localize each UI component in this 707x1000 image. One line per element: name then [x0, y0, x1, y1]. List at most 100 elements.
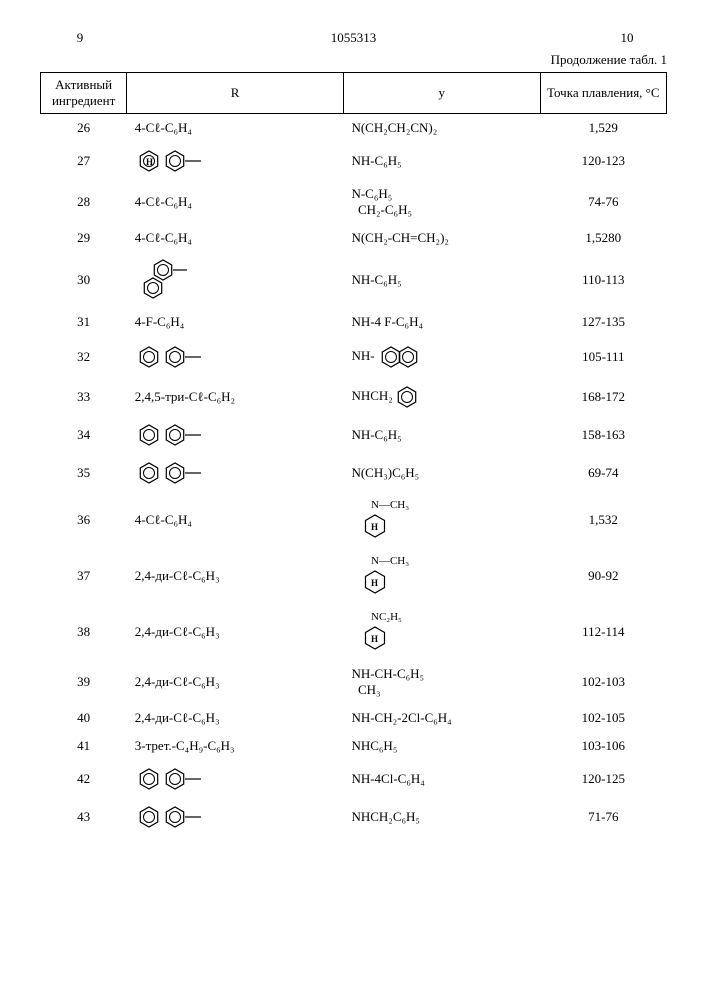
- col-header-mp: Точка плавления, °C: [540, 73, 666, 114]
- cell-melting-point: 1,5280: [540, 224, 666, 252]
- data-table: Активный ингредиент R y Точка плавления,…: [40, 72, 667, 836]
- table-row: 43 NHCH₂C₆H₅71-76: [41, 798, 667, 836]
- cell-y: N(CH₂-CH=CH₂)₂: [343, 224, 540, 252]
- table-row: 372,4-ди-Cℓ-C₆H₃ N—CH₃ H 90-92: [41, 548, 667, 604]
- svg-text:NC₂H₅: NC₂H₅: [371, 611, 402, 623]
- cell-y: NC₂H₅ H: [343, 604, 540, 660]
- cell-melting-point: 158-163: [540, 416, 666, 454]
- cell-ingredient-idx: 34: [41, 416, 127, 454]
- svg-text:H: H: [371, 578, 378, 588]
- cell-melting-point: 168-172: [540, 378, 666, 416]
- cell-y: NH-C₆H₅: [343, 142, 540, 180]
- cell-ingredient-idx: 38: [41, 604, 127, 660]
- table-row: 382,4-ди-Cℓ-C₆H₃ NC₂H₅ H 112-114: [41, 604, 667, 660]
- cell-r: [127, 252, 344, 308]
- col-header-ingredient: Активный ингредиент: [41, 73, 127, 114]
- cell-melting-point: 1,532: [540, 492, 666, 548]
- cell-ingredient-idx: 32: [41, 336, 127, 378]
- cell-r: 2,4-ди-Cℓ-C₆H₃: [127, 604, 344, 660]
- cell-melting-point: 102-103: [540, 660, 666, 704]
- cell-ingredient-idx: 39: [41, 660, 127, 704]
- page-center-num: 1055313: [314, 30, 394, 46]
- table-row: 392,4-ди-Cℓ-C₆H₃NH-CH-C₆H₅ CH₃102-103: [41, 660, 667, 704]
- table-row: 34 NH-C₆H₅158-163: [41, 416, 667, 454]
- table-row: 264-Cℓ-C₆H₄N(CH₂CH₂CN)₂1,529: [41, 114, 667, 143]
- cell-ingredient-idx: 37: [41, 548, 127, 604]
- table-row: 284-Cℓ-C₆H₄N-C₆H₅ CH₂-C₆H₅74-76: [41, 180, 667, 224]
- cell-ingredient-idx: 43: [41, 798, 127, 836]
- col-header-y: y: [343, 73, 540, 114]
- cell-ingredient-idx: 26: [41, 114, 127, 143]
- cell-r: [127, 760, 344, 798]
- cell-melting-point: 110-113: [540, 252, 666, 308]
- cell-r: 4-Cℓ-C₆H₄: [127, 224, 344, 252]
- cell-y: NHC₆H₅: [343, 732, 540, 760]
- cell-melting-point: 103-106: [540, 732, 666, 760]
- table-row: 402,4-ди-Cℓ-C₆H₃NH-CH₂-2Cl-C₆H₄102-105: [41, 704, 667, 732]
- table-row: 32NH-105-111: [41, 336, 667, 378]
- cell-r: 2,4-ди-Cℓ-C₆H₃: [127, 704, 344, 732]
- cell-melting-point: 69-74: [540, 454, 666, 492]
- page-left-num: 9: [40, 30, 120, 46]
- cell-ingredient-idx: 33: [41, 378, 127, 416]
- cell-y: NH-C₆H₅: [343, 416, 540, 454]
- cell-y: N(CH₃)C₆H₅: [343, 454, 540, 492]
- cell-y: NH-: [343, 336, 540, 378]
- svg-text:H: H: [146, 157, 153, 167]
- cell-ingredient-idx: 27: [41, 142, 127, 180]
- cell-r: 2,4,5-три-Cℓ-C₆H₂: [127, 378, 344, 416]
- table-row: 364-Cℓ-C₆H₄ N—CH₃ H 1,532: [41, 492, 667, 548]
- table-row: 413-трет.-C₄H₉-C₆H₃NHC₆H₅103-106: [41, 732, 667, 760]
- table-row: 314-F-C₆H₄NH-4 F-C₆H₄127-135: [41, 308, 667, 336]
- cell-ingredient-idx: 29: [41, 224, 127, 252]
- col-header-r: R: [127, 73, 344, 114]
- cell-y: N(CH₂CH₂CN)₂: [343, 114, 540, 143]
- cell-r: 4-Cℓ-C₆H₄: [127, 114, 344, 143]
- cell-melting-point: 102-105: [540, 704, 666, 732]
- cell-ingredient-idx: 30: [41, 252, 127, 308]
- cell-y: NHCH₂: [343, 378, 540, 416]
- cell-ingredient-idx: 42: [41, 760, 127, 798]
- svg-text:N—CH₃: N—CH₃: [371, 555, 409, 567]
- continuation-label: Продолжение табл. 1: [40, 52, 667, 68]
- cell-ingredient-idx: 35: [41, 454, 127, 492]
- table-row: 42 NH-4Cl-C₆H₄120-125: [41, 760, 667, 798]
- cell-r: 2,4-ди-Cℓ-C₆H₃: [127, 548, 344, 604]
- cell-y: NH-4 F-C₆H₄: [343, 308, 540, 336]
- cell-r: [127, 336, 344, 378]
- cell-melting-point: 71-76: [540, 798, 666, 836]
- cell-r: [127, 798, 344, 836]
- cell-y: NHCH₂C₆H₅: [343, 798, 540, 836]
- cell-y: N-C₆H₅ CH₂-C₆H₅: [343, 180, 540, 224]
- svg-text:H: H: [371, 522, 378, 532]
- svg-text:N—CH₃: N—CH₃: [371, 499, 409, 511]
- table-row: 35 N(CH₃)C₆H₅69-74: [41, 454, 667, 492]
- cell-melting-point: 120-123: [540, 142, 666, 180]
- page-header: 9 1055313 10: [40, 30, 667, 46]
- cell-r: 3-трет.-C₄H₉-C₆H₃: [127, 732, 344, 760]
- cell-ingredient-idx: 36: [41, 492, 127, 548]
- svg-text:H: H: [371, 634, 378, 644]
- cell-ingredient-idx: 41: [41, 732, 127, 760]
- table-header-row: Активный ингредиент R y Точка плавления,…: [41, 73, 667, 114]
- cell-y: NH-C₆H₅: [343, 252, 540, 308]
- cell-y: NH-4Cl-C₆H₄: [343, 760, 540, 798]
- cell-ingredient-idx: 28: [41, 180, 127, 224]
- cell-ingredient-idx: 40: [41, 704, 127, 732]
- cell-melting-point: 120-125: [540, 760, 666, 798]
- page-right-num: 10: [587, 30, 667, 46]
- cell-r: [127, 454, 344, 492]
- cell-y: NH-CH-C₆H₅ CH₃: [343, 660, 540, 704]
- cell-y: N—CH₃ H: [343, 548, 540, 604]
- cell-y: N—CH₃ H: [343, 492, 540, 548]
- cell-r: [127, 416, 344, 454]
- cell-melting-point: 112-114: [540, 604, 666, 660]
- cell-melting-point: 90-92: [540, 548, 666, 604]
- cell-r: 4-Cℓ-C₆H₄: [127, 180, 344, 224]
- cell-r: 2,4-ди-Cℓ-C₆H₃: [127, 660, 344, 704]
- cell-r: 4-Cℓ-C₆H₄: [127, 492, 344, 548]
- table-row: 332,4,5-три-Cℓ-C₆H₂NHCH₂168-172: [41, 378, 667, 416]
- cell-melting-point: 1,529: [540, 114, 666, 143]
- table-row: 294-Cℓ-C₆H₄N(CH₂-CH=CH₂)₂1,5280: [41, 224, 667, 252]
- cell-ingredient-idx: 31: [41, 308, 127, 336]
